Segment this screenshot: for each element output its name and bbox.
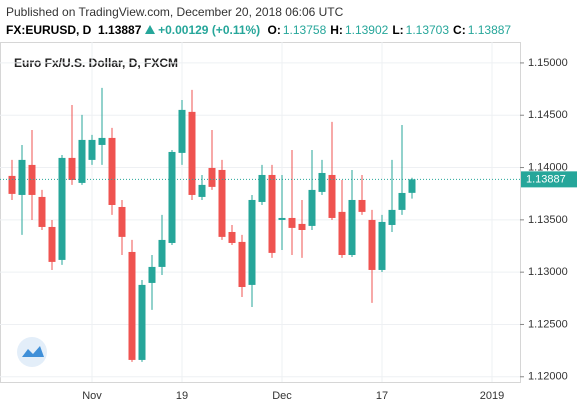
last-price-box [521, 171, 577, 188]
logo [17, 337, 47, 367]
candle-body [108, 137, 116, 205]
candle-body [358, 199, 366, 212]
candle-body [68, 157, 76, 180]
ohlc-label: H: [330, 23, 343, 37]
x-tick-label: Nov [82, 390, 102, 402]
candle-body [288, 217, 296, 228]
ohlc-value: 1.13758 [282, 23, 327, 37]
y-tick-label: 1.12500 [528, 318, 568, 330]
candle-body [8, 175, 16, 194]
y-tick-label: 1.14500 [528, 109, 568, 121]
last-price-label: 1.13887 [526, 173, 566, 185]
candle-body [188, 111, 196, 195]
ohlc-label: C: [453, 23, 466, 37]
x-tick-label: 2019 [480, 390, 504, 402]
candle-body [218, 169, 226, 237]
x-tick-label: 17 [376, 390, 388, 402]
header: Published on TradingView.com, December 2… [6, 3, 511, 39]
quote-line: FX:EURUSD, D 1.13887 +0.00129 (+0.11%) O… [6, 21, 511, 39]
price-axis [521, 42, 577, 413]
y-tick-label: 1.13500 [528, 214, 568, 226]
candle-body [98, 137, 106, 145]
candle-body [388, 209, 396, 225]
candle-body [328, 174, 336, 218]
ohlc-value: 1.13703 [405, 23, 450, 37]
candle-body [178, 109, 186, 153]
x-tick-label: Dec [272, 390, 292, 402]
ohlc-label: O: [267, 23, 281, 37]
candle-body [18, 159, 26, 195]
candle-body [118, 206, 126, 237]
y-tick-label: 1.13000 [528, 266, 568, 278]
candle-body [398, 192, 406, 210]
ohlc-value: 1.13902 [344, 23, 389, 37]
ohlc: O: 1.13758 H: 1.13902 L: 1.13703 C: 1.13887 [264, 23, 512, 37]
candle-body [88, 139, 96, 160]
candle-body [208, 167, 216, 187]
candle-body [138, 284, 146, 360]
candle-body [128, 251, 136, 360]
candle-body [168, 151, 176, 243]
candle-body [268, 174, 276, 253]
y-tick-label: 1.15000 [528, 57, 568, 69]
candle-body [318, 172, 326, 192]
candle-body [248, 199, 256, 285]
candle-body [348, 199, 356, 255]
candle-body [238, 241, 246, 288]
candle-body [58, 157, 66, 260]
candle-body [148, 266, 156, 283]
candle-body [78, 139, 86, 183]
up-arrow [144, 25, 155, 34]
candle-body [48, 226, 56, 262]
candle-body [38, 196, 46, 227]
candle-body [158, 239, 166, 267]
change: +0.00129 (+0.11%) [158, 23, 261, 37]
published: Published on TradingView.com, December 2… [6, 5, 344, 19]
candle-body [378, 221, 386, 270]
candle-body [28, 164, 36, 195]
candle-body [338, 211, 346, 255]
ohlc-label: L: [392, 23, 404, 37]
x-tick-label: 19 [176, 390, 188, 402]
candle-body [408, 179, 416, 193]
candle-body [308, 189, 316, 226]
candle-body [298, 223, 306, 230]
y-tick-label: 1.14000 [528, 161, 568, 173]
candle-body [368, 219, 376, 270]
ohlc-value: 1.13887 [467, 23, 512, 37]
candle-body [278, 217, 286, 220]
candle-body [198, 184, 206, 197]
price: 1.13887 [98, 23, 142, 37]
candle-body [258, 174, 266, 202]
candle-body [228, 231, 236, 243]
y-tick-label: 1.12000 [528, 371, 568, 383]
plot-frame [0, 42, 521, 383]
symbol: FX:EURUSD, D [6, 23, 92, 37]
